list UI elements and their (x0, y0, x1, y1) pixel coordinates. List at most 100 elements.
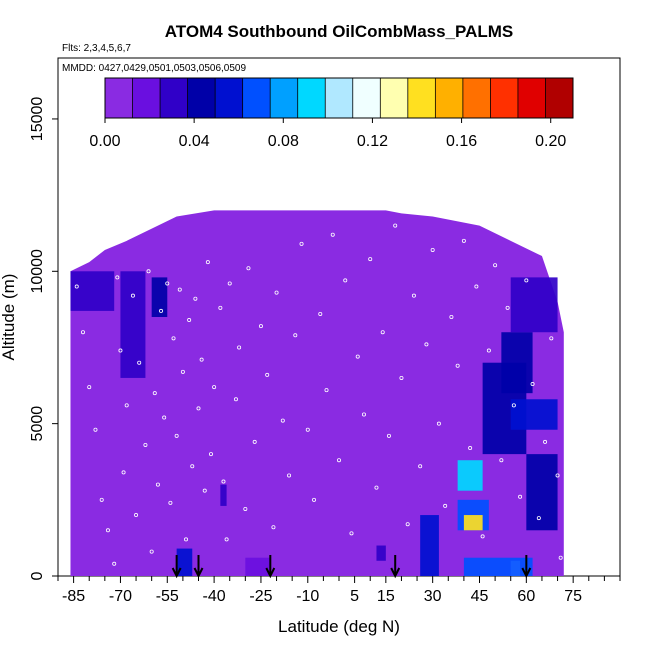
sample-point (221, 479, 226, 484)
sample-point (190, 464, 195, 469)
sample-point (274, 290, 279, 295)
sample-point (424, 342, 429, 347)
sample-point (187, 318, 192, 323)
colorbar-swatch (297, 78, 326, 118)
sample-points (74, 223, 563, 566)
sample-point (305, 427, 310, 432)
plot-area (57, 57, 621, 579)
heatmap-cell (501, 332, 533, 394)
sample-point (243, 506, 248, 511)
colorbar-swatch (160, 78, 189, 118)
sample-point (461, 238, 466, 243)
sample-point (93, 427, 98, 432)
chart-title: ATOM4 Southbound OilCombMass_PALMS (165, 22, 514, 41)
heatmap-cell (245, 557, 271, 576)
sample-point (555, 473, 560, 478)
colorbar-swatch (270, 78, 299, 118)
sample-point (418, 464, 423, 469)
sample-point (196, 406, 201, 411)
sample-point (137, 360, 142, 365)
sample-point (202, 488, 207, 493)
sample-point (205, 260, 210, 265)
sample-point (227, 281, 232, 286)
sample-point (252, 439, 257, 444)
flight-marker-head (171, 567, 182, 579)
colorbar-swatch (187, 78, 216, 118)
sample-point (115, 275, 120, 280)
flight-marker-head (265, 567, 276, 579)
y-tick-label: 15000 (29, 97, 46, 142)
heatmap-cell (376, 545, 386, 561)
colorbar-tick-label: 0.00 (89, 133, 120, 150)
sample-point (549, 336, 554, 341)
colorbar-swatch (435, 78, 464, 118)
heatmap-cell (526, 454, 558, 531)
heatmap-cell (510, 399, 558, 430)
sample-point (518, 494, 523, 499)
sample-point (411, 293, 416, 298)
dates-label: MMDD: 0427,0429,0501,0503,0506,0509 (62, 63, 246, 74)
sample-point (430, 247, 435, 252)
flight-marker-head (390, 567, 401, 579)
sample-point (349, 531, 354, 536)
sample-point (499, 458, 504, 463)
sample-point (152, 391, 157, 396)
sample-point (543, 439, 548, 444)
colorbar-swatch (132, 78, 161, 118)
colorbar-swatch (352, 78, 381, 118)
y-tick-label: 0 (29, 571, 46, 580)
heatmap-field (70, 210, 564, 576)
sample-point (318, 311, 323, 316)
sample-point (246, 266, 251, 271)
sample-point (530, 382, 535, 387)
sample-point (165, 281, 170, 286)
colorbar-tick-label: 0.16 (446, 133, 477, 150)
colorbar-tick-label: 0.20 (535, 133, 566, 150)
x-tick-label: 75 (564, 588, 582, 605)
sample-point (99, 497, 104, 502)
sample-point (468, 446, 473, 451)
heatmap-cell (420, 515, 439, 576)
sample-point (233, 397, 238, 402)
heatmap-cell (463, 515, 483, 531)
sample-point (258, 324, 263, 329)
sample-point (380, 330, 385, 335)
sample-point (505, 305, 510, 310)
sample-point (237, 345, 242, 350)
sample-point (374, 485, 379, 490)
sample-point (455, 363, 460, 368)
y-tick-label: 5000 (29, 406, 46, 442)
heatmap-enhanced-regions (70, 271, 558, 576)
sample-point (536, 516, 541, 521)
sample-point (474, 284, 479, 289)
y-axis: 0 5000 10000 15000 (29, 97, 58, 580)
colorbar-swatch (490, 78, 519, 118)
colorbar: 0.00 0.04 0.08 0.12 0.16 0.20 (89, 77, 574, 150)
sample-point (436, 421, 441, 426)
y-tick-label: 10000 (29, 249, 46, 294)
sample-point (368, 257, 373, 262)
x-tick-label: -70 (109, 588, 132, 605)
colorbar-tick-label: 0.12 (357, 133, 388, 150)
sample-point (177, 287, 182, 292)
x-tick-label: -10 (296, 588, 319, 605)
colorbar-swatch (545, 78, 574, 118)
sample-point (224, 537, 229, 542)
sample-point (511, 403, 516, 408)
colorbar-tick-label: 0.08 (268, 133, 299, 150)
sample-point (171, 336, 176, 341)
colorbar-swatch (242, 78, 271, 118)
flight-marker (171, 555, 182, 579)
sample-point (405, 522, 410, 527)
sample-point (343, 278, 348, 283)
sample-point (193, 296, 198, 301)
sample-point (449, 314, 454, 319)
sample-point (74, 284, 79, 289)
colorbar-swatch (407, 78, 436, 118)
sample-point (287, 473, 292, 478)
y-axis-label: Altitude (m) (0, 274, 18, 361)
x-axis: -85 -70 -55 -40 -25 -10 5 15 30 45 60 75 (57, 576, 621, 605)
sample-point (280, 418, 285, 423)
colorbar-frame (104, 77, 574, 119)
sample-point (399, 375, 404, 380)
